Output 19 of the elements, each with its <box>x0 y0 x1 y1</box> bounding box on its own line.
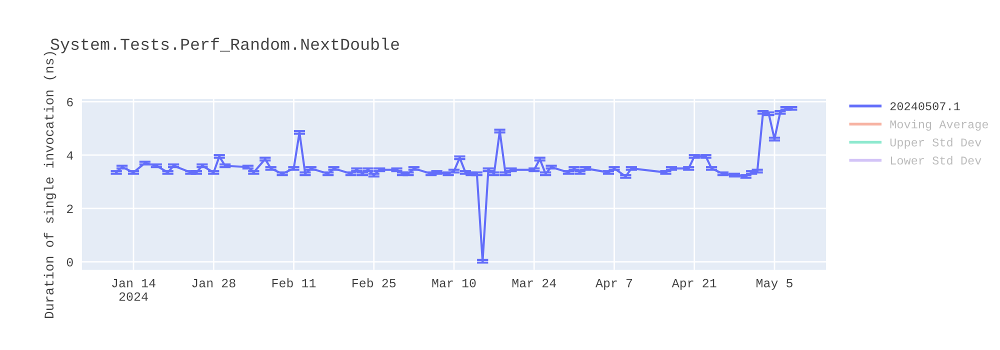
y-tick-label: 2 <box>67 204 73 213</box>
x-tick-label: May 5 <box>756 279 792 290</box>
x-tick-label: Feb 11 <box>272 278 316 288</box>
x-tick-label: Apr 21 <box>672 278 716 290</box>
x-tick-label: Feb 25 <box>352 278 396 288</box>
x-tick-label: Jan 28 <box>192 278 236 288</box>
y-tick-label: 4 <box>66 151 74 160</box>
y-tick-label: 6 <box>67 98 73 106</box>
chart-title: System.Tests.Perf_Random.NextDouble <box>50 38 399 54</box>
x-tick-label: Mar 10 <box>432 278 476 288</box>
x-tick-label: Mar 24 <box>512 278 556 288</box>
y-axis-title: Duration of single invocation (ns) <box>44 52 56 318</box>
legend-label: Lower Std Dev <box>890 156 982 165</box>
y-tick-label: 0 <box>66 258 73 266</box>
legend-label: Moving Average <box>890 120 988 131</box>
x-tick-label: Jan 14 2024 <box>112 279 156 301</box>
legend-label: 20240507.1 <box>890 102 960 110</box>
x-tick-label: Apr 7 <box>595 279 632 290</box>
legend-label: Upper Std Dev <box>890 138 982 149</box>
